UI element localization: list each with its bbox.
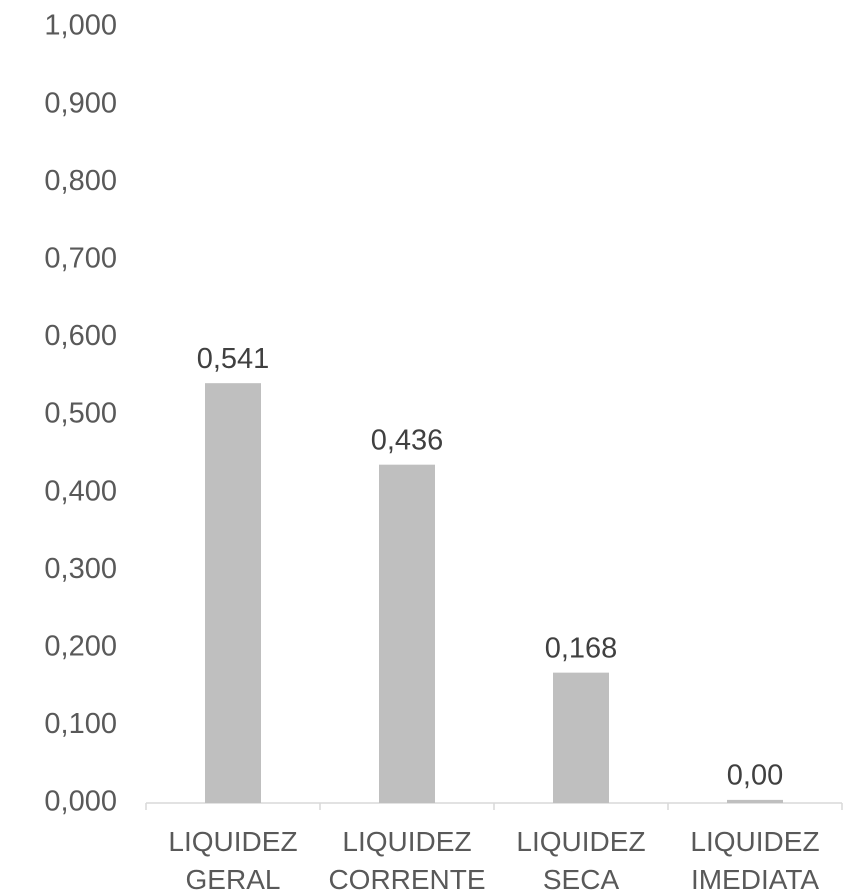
y-tick-label: 0,700 [44, 242, 117, 274]
y-tick-label: 0,300 [44, 553, 117, 585]
x-tick-label: LIQUIDEZ CORRENTE [328, 826, 486, 893]
y-tick-label: 0,800 [44, 165, 117, 197]
y-tick-label: 1,000 [44, 10, 117, 42]
value-label: 0,436 [371, 424, 444, 456]
bar [205, 383, 261, 803]
y-tick-label: 0,900 [44, 87, 117, 119]
value-label: 0,168 [545, 632, 618, 664]
y-tick-label: 0,100 [44, 708, 117, 740]
x-tick-label: LIQUIDEZ IMEDIATA [690, 826, 820, 893]
x-tick-label: LIQUIDEZ SECA [516, 826, 646, 893]
y-tick-label: 0,600 [44, 320, 117, 352]
value-label: 0,00 [727, 760, 783, 792]
value-label: 0,541 [197, 343, 270, 375]
bar [553, 672, 609, 803]
y-tick-label: 0,400 [44, 475, 117, 507]
x-tick-label: LIQUIDEZ GERAL [168, 826, 298, 893]
bar [727, 799, 783, 803]
y-tick-label: 0,200 [44, 630, 117, 662]
y-tick-label: 0,500 [44, 398, 117, 430]
y-tick-label: 0,000 [44, 786, 117, 818]
bar [379, 464, 435, 803]
